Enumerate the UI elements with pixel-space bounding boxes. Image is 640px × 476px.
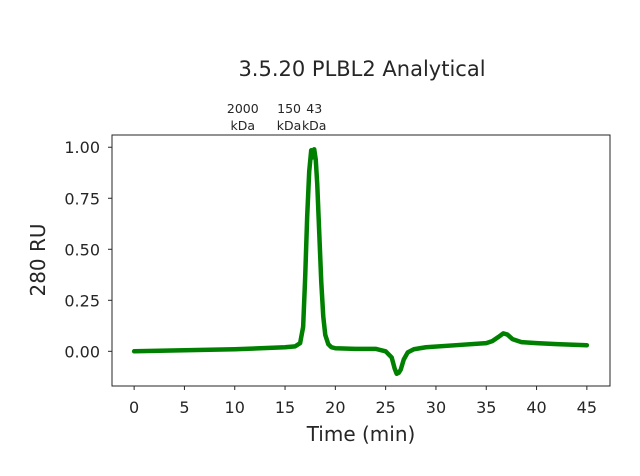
- y-tick-label: 1.00: [64, 138, 100, 157]
- trace-group: [131, 147, 590, 377]
- x-axis: 0 5 10 15 20 25 30 35 40 45: [129, 386, 597, 417]
- standard-size-label: 2000: [227, 101, 259, 116]
- x-tick-label: 35: [476, 398, 496, 417]
- y-tick-label: 0.50: [64, 240, 100, 259]
- x-tick-label: 20: [325, 398, 345, 417]
- standard-unit-label: kDa: [231, 118, 256, 133]
- standard-unit-label: kDa: [277, 118, 302, 133]
- x-tick-label: 10: [225, 398, 245, 417]
- y-tick-label: 0.25: [64, 291, 100, 310]
- x-tick-label: 5: [179, 398, 189, 417]
- series-line: [131, 147, 590, 377]
- x-tick-label: 30: [426, 398, 446, 417]
- x-tick-label: 45: [577, 398, 597, 417]
- standard-size-label: 43: [306, 101, 322, 116]
- x-tick-label: 0: [129, 398, 139, 417]
- y-tick-label: 0.75: [64, 189, 100, 208]
- x-tick-label: 25: [375, 398, 395, 417]
- standard-unit-label: kDa: [302, 118, 327, 133]
- y-axis: 0.00 0.25 0.50 0.75 1.00: [64, 138, 112, 361]
- x-tick-label: 40: [526, 398, 546, 417]
- x-axis-label: Time (min): [306, 422, 416, 446]
- y-axis-label: 280 RU: [26, 223, 50, 296]
- x-tick-label: 15: [275, 398, 295, 417]
- y-tick-label: 0.00: [64, 342, 100, 361]
- standard-size-label: 150: [277, 101, 301, 116]
- chart-title: 3.5.20 PLBL2 Analytical: [238, 57, 485, 81]
